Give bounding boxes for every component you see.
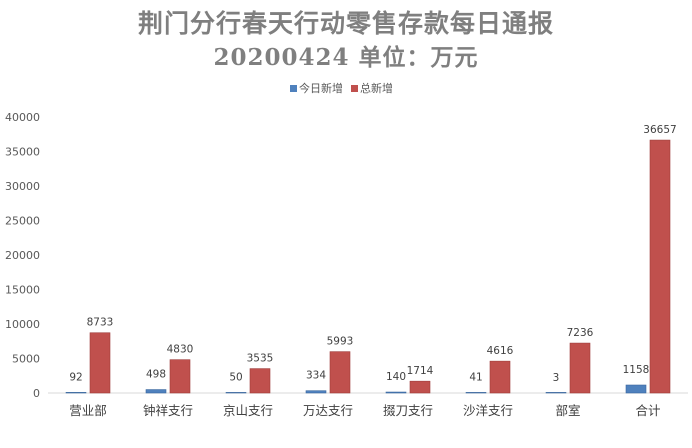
data-label: 1714 <box>407 365 434 377</box>
bar-total <box>89 332 111 394</box>
data-label: 50 <box>229 372 242 384</box>
bar-total <box>489 360 511 394</box>
bar-total <box>249 368 271 394</box>
y-tick-label: 30000 <box>5 180 40 193</box>
y-tick-label: 15000 <box>5 284 40 297</box>
bar-total <box>169 359 191 394</box>
data-label: 36657 <box>643 124 676 136</box>
x-tick-label: 掇刀支行 <box>383 403 433 418</box>
x-tick-label: 营业部 <box>69 403 107 418</box>
y-tick-label: 40000 <box>5 111 40 124</box>
y-tick-label: 5000 <box>12 353 40 366</box>
x-tick-label: 钟祥支行 <box>143 403 193 418</box>
legend-swatch <box>351 85 358 92</box>
bar-today <box>545 392 567 394</box>
data-label: 5993 <box>327 336 354 348</box>
data-label: 3 <box>553 372 560 384</box>
legend-swatch <box>290 85 297 92</box>
data-label: 7236 <box>567 327 594 339</box>
x-tick-label: 部室 <box>555 403 580 418</box>
x-tick-label: 京山支行 <box>223 403 273 418</box>
data-label: 3535 <box>247 353 274 365</box>
bar-today <box>465 392 487 394</box>
y-tick-label: 20000 <box>5 249 40 262</box>
legend-label: 总新增 <box>360 81 393 95</box>
data-label: 4616 <box>487 345 514 357</box>
chart-title: 荆门分行春天行动零售存款每日通报 <box>137 9 554 38</box>
bar-today <box>385 391 407 394</box>
data-label: 498 <box>146 369 166 381</box>
x-tick-label: 沙洋支行 <box>463 403 513 418</box>
data-label: 334 <box>306 370 326 382</box>
x-tick-label: 万达支行 <box>303 403 353 418</box>
bar-total <box>409 380 431 394</box>
data-label: 1158 <box>623 364 650 376</box>
x-tick-label: 合计 <box>635 403 660 418</box>
bar-today <box>225 392 247 394</box>
y-tick-label: 0 <box>33 387 40 400</box>
y-tick-label: 35000 <box>5 146 40 159</box>
bar-today <box>65 392 87 394</box>
bar-today <box>625 384 647 394</box>
chart-subtitle: 20200424 单位：万元 <box>213 44 479 71</box>
bar-total <box>649 139 671 394</box>
data-label: 4830 <box>167 344 194 356</box>
bar-today <box>145 389 167 394</box>
bar-total <box>569 342 591 394</box>
y-tick-label: 25000 <box>5 215 40 228</box>
bar-today <box>305 390 327 394</box>
data-label: 8733 <box>87 317 114 329</box>
legend-label: 今日新增 <box>299 81 343 95</box>
data-label: 92 <box>69 371 82 383</box>
y-tick-label: 10000 <box>5 318 40 331</box>
data-label: 41 <box>469 372 482 384</box>
bar-total <box>329 351 351 394</box>
data-label: 140 <box>386 371 406 383</box>
